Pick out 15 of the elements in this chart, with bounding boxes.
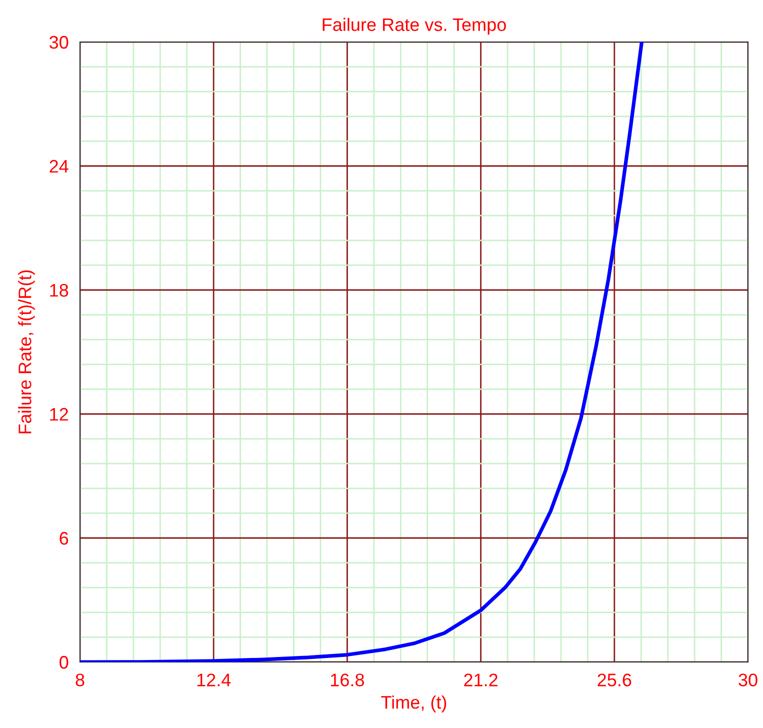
x-tick-label: 25.6: [598, 674, 632, 686]
y-axis-title: Failure Rate, f(t)/R(t): [18, 270, 35, 434]
x-tick-label: 8: [76, 674, 84, 686]
y-tick-label: 0: [60, 656, 68, 669]
x-axis-title: Time, (t): [381, 696, 446, 712]
x-tick-label: 16.8: [331, 674, 364, 686]
y-tick-label: 6: [60, 532, 68, 545]
y-tick-label: 12: [50, 408, 68, 421]
y-tick-label: 24: [50, 160, 68, 173]
y-tick-label: 18: [50, 284, 68, 297]
y-tick-label: 30: [49, 36, 68, 49]
x-tick-label: 12.4: [197, 674, 231, 686]
x-tick-label: 30: [738, 674, 758, 686]
chart-title: Failure Rate vs. Tempo: [322, 18, 506, 35]
x-tick-label: 21.2: [464, 674, 498, 686]
